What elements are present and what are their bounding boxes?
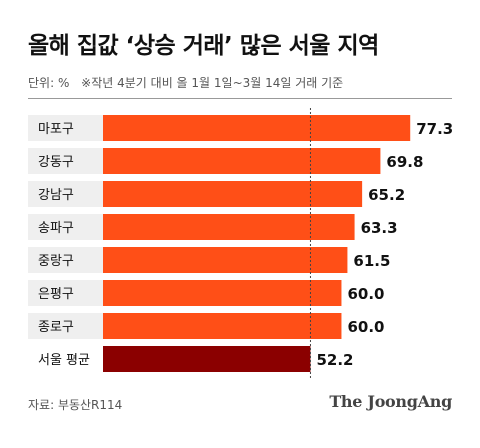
bar-마포구 [103,115,411,141]
header-divider [28,98,452,99]
category-label: 강동구 [38,155,74,170]
value-label: 77.3 [416,120,453,138]
unit-label: 단위: % [28,76,70,90]
bar-서울-평균 [103,346,311,372]
category-label: 중랑구 [38,254,74,269]
bar-강남구 [103,181,363,207]
chart-title: 올해 집값 ‘상승 거래’ 많은 서울 지역 [28,33,379,59]
category-label: 은평구 [38,287,74,302]
category-label: 강남구 [38,188,74,203]
bar-송파구 [103,214,355,240]
category-label-bg [28,181,103,207]
category-label: 마포구 [38,122,74,137]
value-label: 61.5 [353,252,390,270]
category-label-bg [28,346,103,372]
bar-강동구 [103,148,381,174]
category-label-bg [28,247,103,273]
category-label-bg [28,115,103,141]
category-label-bg [28,148,103,174]
brand-logo: The JoongAng [329,392,452,411]
value-label: 69.8 [386,153,423,171]
subtitle-row: 단위: % ※작년 4분기 대비 올 1월 1일~3월 14일 거래 기준 [28,74,343,91]
value-label: 52.2 [316,351,353,369]
bar-은평구 [103,280,342,306]
note-text: ※작년 4분기 대비 올 1월 1일~3월 14일 거래 기준 [81,76,344,90]
value-label: 60.0 [347,285,384,303]
category-label-bg [28,313,103,339]
category-label: 서울 평균 [38,353,90,368]
category-label-bg [28,214,103,240]
category-label: 종로구 [38,320,74,335]
bar-종로구 [103,313,342,339]
source-text: 자료: 부동산R114 [28,398,123,412]
value-label: 65.2 [368,186,405,204]
category-label: 송파구 [38,221,74,236]
value-label: 60.0 [347,318,384,336]
value-label: 63.3 [361,219,398,237]
category-label-bg [28,280,103,306]
bar-중랑구 [103,247,348,273]
